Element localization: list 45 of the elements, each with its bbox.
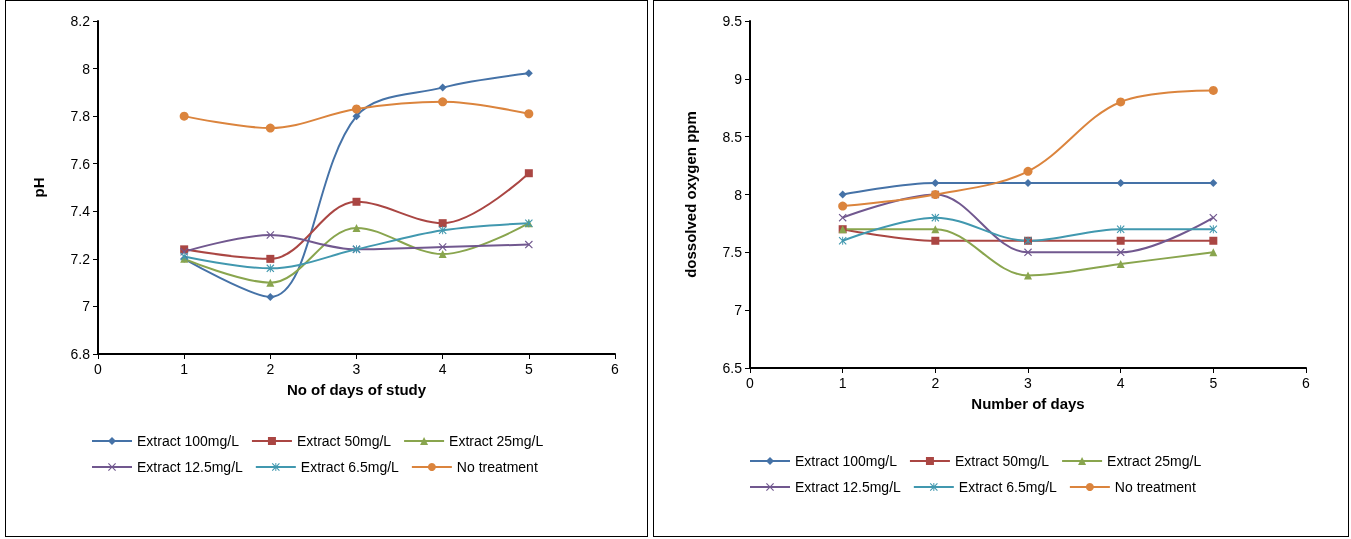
- y-tick-label: 7: [82, 298, 91, 315]
- y-tick-label: 9: [734, 70, 743, 87]
- x-tick-label: 4: [438, 361, 447, 377]
- x-tick-label: 3: [352, 361, 361, 377]
- x-tick-label: 4: [1116, 375, 1125, 391]
- legend-label: Extract 50mg/L: [954, 453, 1050, 469]
- x-tick-label: 0: [746, 375, 755, 391]
- y-tick-label: 8.2: [70, 13, 91, 29]
- y-tick-label: 7.4: [70, 203, 91, 220]
- legend-label: Extract 12.5mg/L: [137, 459, 244, 475]
- x-axis-title: Number of days: [971, 395, 1085, 412]
- legend-label: No treatment: [456, 459, 538, 475]
- y-axis-title: pH: [30, 177, 47, 198]
- x-axis-title: No of days of study: [286, 381, 427, 398]
- y-tick-label: 8.5: [722, 128, 743, 145]
- legend-label: Extract 100mg/L: [795, 453, 898, 469]
- legend-label: No treatment: [1114, 479, 1196, 495]
- legend-label: Extract 25mg/L: [449, 433, 544, 449]
- y-tick-label: 8: [734, 186, 743, 203]
- x-tick-label: 1: [180, 361, 189, 377]
- legend-label: Extract 50mg/L: [296, 433, 392, 449]
- x-tick-label: 5: [524, 361, 533, 377]
- y-tick-label: 7: [734, 302, 743, 319]
- x-tick-label: 6: [1302, 375, 1311, 391]
- x-tick-label: 3: [1024, 375, 1033, 391]
- x-tick-label: 5: [1209, 375, 1218, 391]
- x-tick-label: 6: [611, 361, 620, 377]
- y-tick-label: 6.5: [722, 360, 743, 376]
- legend-label: Extract 6.5mg/L: [958, 479, 1058, 495]
- y-tick-label: 9.5: [722, 13, 743, 29]
- x-tick-label: 1: [838, 375, 847, 391]
- x-tick-label: 0: [94, 361, 103, 377]
- x-tick-label: 2: [266, 361, 275, 377]
- y-tick-label: 7.5: [722, 244, 743, 261]
- y-tick-label: 7.8: [70, 108, 91, 125]
- legend-label: Extract 100mg/L: [137, 433, 240, 449]
- y-axis-title: dossolved oxygen ppm: [682, 111, 699, 278]
- y-tick-label: 7.2: [70, 250, 91, 267]
- legend-label: Extract 25mg/L: [1107, 453, 1202, 469]
- y-tick-label: 7.6: [70, 155, 91, 172]
- legend-label: Extract 12.5mg/L: [795, 479, 902, 495]
- y-tick-label: 6.8: [70, 346, 91, 362]
- legend-label: Extract 6.5mg/L: [300, 459, 400, 475]
- x-tick-label: 2: [931, 375, 940, 391]
- y-tick-label: 8: [82, 60, 91, 77]
